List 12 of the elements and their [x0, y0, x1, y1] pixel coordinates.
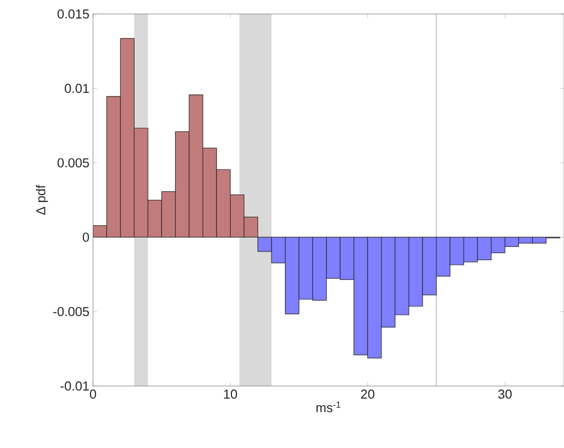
y-axis-title: Δ pdf — [36, 184, 48, 215]
x-tick-label: 30 — [498, 390, 512, 399]
y-tick-label: -0.01 — [60, 381, 89, 391]
y-tick-label: 0.005 — [58, 158, 89, 168]
x-tick-label: 20 — [361, 390, 374, 399]
y-tick-label: 0 — [82, 232, 89, 242]
x-tick-label: 0 — [90, 390, 96, 399]
y-tick-label: 0.01 — [64, 84, 89, 93]
x-axis-title: ms$^{-1}$ — [316, 402, 340, 412]
x-tick-label: 10 — [224, 390, 238, 399]
y-tick-label: 0.015 — [58, 9, 89, 19]
y-tick-label: -0.005 — [53, 307, 89, 316]
